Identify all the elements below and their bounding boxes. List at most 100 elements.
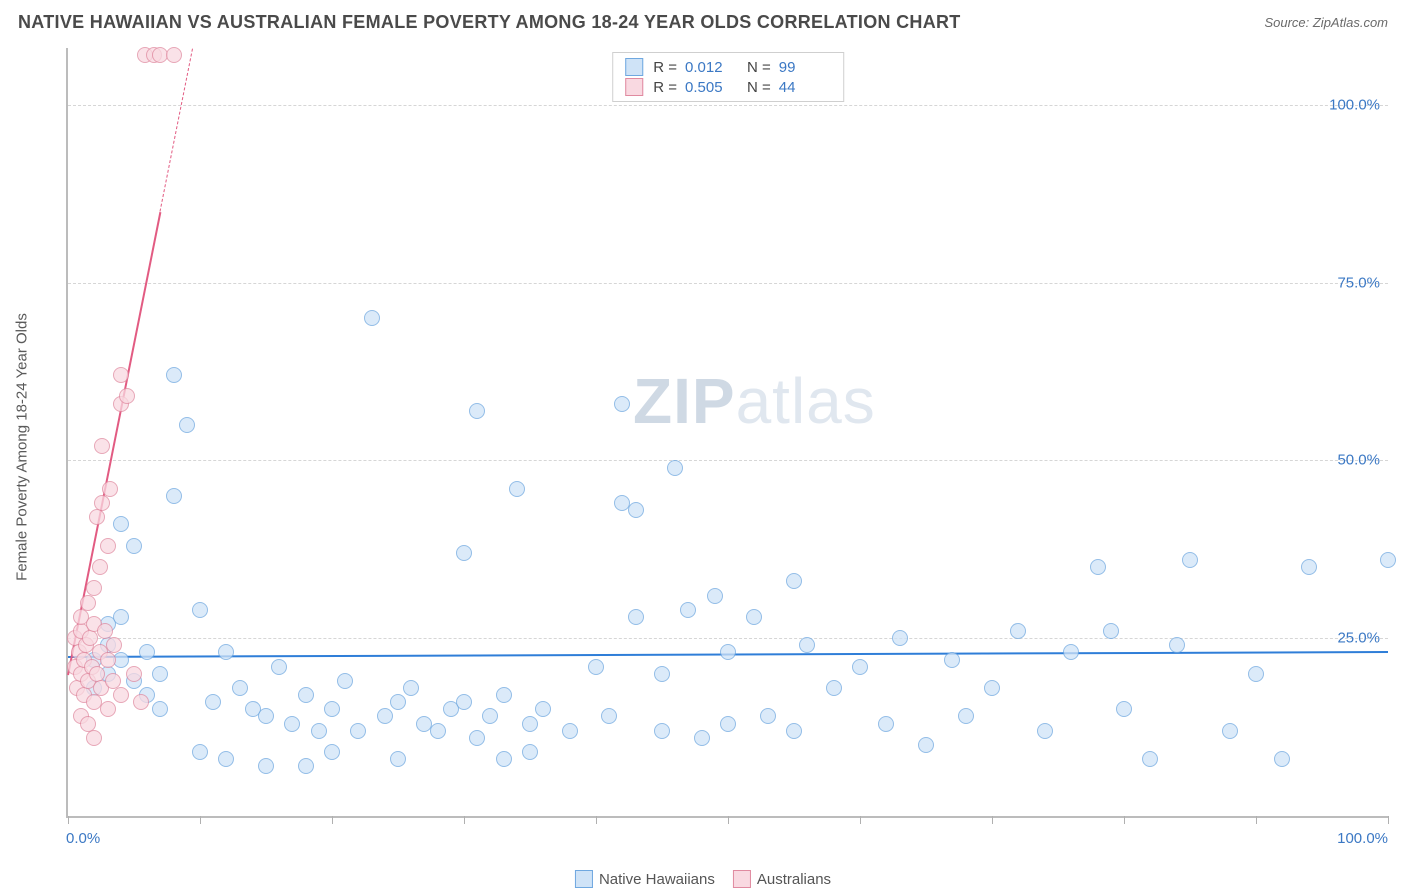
scatter-point [324, 701, 340, 717]
bottom-legend-item: Australians [733, 870, 831, 888]
scatter-point [496, 687, 512, 703]
scatter-point [218, 751, 234, 767]
scatter-point [1274, 751, 1290, 767]
scatter-point [350, 723, 366, 739]
scatter-point [100, 701, 116, 717]
scatter-point [86, 730, 102, 746]
y-tick-label: 25.0% [1337, 630, 1380, 647]
x-tick [200, 816, 201, 824]
scatter-point [680, 602, 696, 618]
top-legend-row: R =0.505N =44 [625, 77, 831, 97]
x-tick [68, 816, 69, 824]
scatter-point [1248, 666, 1264, 682]
r-label: R = [653, 79, 677, 96]
scatter-point [694, 730, 710, 746]
scatter-point [1037, 723, 1053, 739]
scatter-point [469, 730, 485, 746]
x-min-label: 0.0% [66, 830, 100, 847]
scatter-point [92, 559, 108, 575]
scatter-point [1380, 552, 1396, 568]
chart-title: NATIVE HAWAIIAN VS AUSTRALIAN FEMALE POV… [18, 12, 961, 33]
scatter-point [720, 644, 736, 660]
grid-line [68, 460, 1388, 461]
scatter-point [113, 516, 129, 532]
scatter-point [126, 538, 142, 554]
scatter-point [232, 680, 248, 696]
scatter-point [377, 708, 393, 724]
bottom-legend-item: Native Hawaiians [575, 870, 715, 888]
n-value: 44 [779, 79, 831, 96]
legend-swatch [625, 58, 643, 76]
scatter-point [958, 708, 974, 724]
bottom-legend: Native Hawaiians Australians [575, 870, 831, 888]
scatter-point [1301, 559, 1317, 575]
scatter-point [271, 659, 287, 675]
scatter-point [192, 744, 208, 760]
scatter-point [456, 694, 472, 710]
scatter-point [746, 609, 762, 625]
scatter-point [86, 580, 102, 596]
y-axis-label: Female Poverty Among 18-24 Year Olds [14, 313, 31, 581]
scatter-point [152, 666, 168, 682]
scatter-point [944, 652, 960, 668]
scatter-point [786, 573, 802, 589]
scatter-point [588, 659, 604, 675]
r-value: 0.012 [685, 59, 737, 76]
scatter-point [878, 716, 894, 732]
scatter-point [119, 388, 135, 404]
scatter-point [509, 481, 525, 497]
scatter-point [1182, 552, 1198, 568]
scatter-point [562, 723, 578, 739]
scatter-point [535, 701, 551, 717]
scatter-point [298, 758, 314, 774]
scatter-point [133, 694, 149, 710]
scatter-point [430, 723, 446, 739]
y-tick-label: 50.0% [1337, 452, 1380, 469]
legend-label: Australians [757, 871, 831, 888]
scatter-point [1010, 623, 1026, 639]
scatter-point [102, 481, 118, 497]
scatter-point [1222, 723, 1238, 739]
grid-line [68, 638, 1388, 639]
header: NATIVE HAWAIIAN VS AUSTRALIAN FEMALE POV… [0, 0, 1406, 33]
scatter-point [82, 630, 98, 646]
scatter-point [205, 694, 221, 710]
scatter-point [97, 623, 113, 639]
scatter-point [1116, 701, 1132, 717]
watermark: ZIPatlas [633, 364, 876, 438]
scatter-point [1142, 751, 1158, 767]
x-tick [728, 816, 729, 824]
scatter-point [179, 417, 195, 433]
scatter-point [166, 367, 182, 383]
scatter-point [192, 602, 208, 618]
scatter-point [667, 460, 683, 476]
scatter-point [298, 687, 314, 703]
y-tick-label: 100.0% [1329, 96, 1380, 113]
legend-swatch [625, 78, 643, 96]
grid-line [68, 105, 1388, 106]
scatter-point [152, 701, 168, 717]
scatter-point [522, 716, 538, 732]
scatter-point [720, 716, 736, 732]
scatter-point [1063, 644, 1079, 660]
scatter-point [799, 637, 815, 653]
scatter-point [390, 751, 406, 767]
scatter-point [218, 644, 234, 660]
scatter-point [1103, 623, 1119, 639]
scatter-point [311, 723, 327, 739]
scatter-point [166, 47, 182, 63]
x-tick [1256, 816, 1257, 824]
scatter-point [760, 708, 776, 724]
legend-swatch [733, 870, 751, 888]
source-text: Source: ZipAtlas.com [1264, 15, 1388, 30]
grid-line [68, 283, 1388, 284]
scatter-point [106, 637, 122, 653]
trend-line-dashed [160, 48, 193, 211]
scatter-point [482, 708, 498, 724]
scatter-point [614, 396, 630, 412]
scatter-point [390, 694, 406, 710]
scatter-point [113, 609, 129, 625]
x-tick [596, 816, 597, 824]
scatter-point [89, 509, 105, 525]
scatter-point [628, 502, 644, 518]
